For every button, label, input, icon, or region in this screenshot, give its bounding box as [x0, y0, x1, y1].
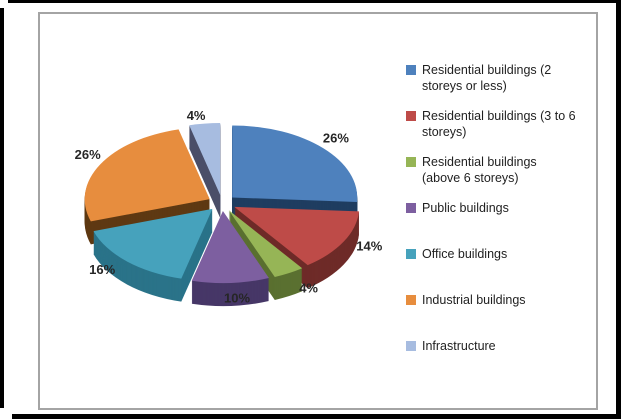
legend-entry-office-buildings: Office buildings — [406, 246, 596, 292]
legend-entry-residential-above-6-storeys: Residential buildings (above 6 storeys) — [406, 154, 596, 200]
data-label-residential-3-to-6-storeys: 14% — [356, 239, 382, 254]
pie-slice-office-buildings — [93, 208, 213, 302]
legend-entry-infrastructure: Infrastructure — [406, 338, 596, 384]
legend-swatch-residential-2-storeys-or-less — [406, 65, 416, 75]
pie-slice-industrial-buildings — [84, 129, 210, 245]
pie-slice-residential-above-6-storeys — [228, 210, 303, 300]
legend-label-infrastructure: Infrastructure — [422, 339, 496, 353]
data-label-industrial-buildings: 26% — [75, 147, 101, 162]
legend-label-industrial-buildings: Industrial buildings — [422, 293, 526, 307]
outer-frame-bottom — [12, 414, 621, 419]
legend-swatch-public-buildings — [406, 203, 416, 213]
pie-slice-top-residential-above-6-storeys — [228, 210, 303, 277]
legend-entry-public-buildings: Public buildings — [406, 200, 596, 246]
legend-entry-industrial-buildings: Industrial buildings — [406, 292, 596, 338]
chart-object[interactable]: 26% 14% 4% 10% 16% 26% 4% Residential building… — [38, 12, 598, 410]
legend-label-residential-above-6-storeys: Residential buildings (above 6 storeys) — [422, 155, 537, 185]
pie-slice-top-residential-2-storeys-or-less — [232, 125, 358, 202]
legend-label-public-buildings: Public buildings — [422, 201, 509, 215]
pie-slice-top-office-buildings — [93, 208, 213, 279]
legend-swatch-infrastructure — [406, 341, 416, 351]
legend-swatch-residential-3-to-6-storeys — [406, 111, 416, 121]
pie-slice-top-infrastructure — [189, 123, 221, 195]
data-label-residential-2-storeys-or-less: 26% — [323, 130, 349, 145]
pie-slice-top-residential-3-to-6-storeys — [234, 206, 359, 266]
pie-slice-top-public-buildings — [191, 211, 269, 284]
outer-frame-left — [0, 8, 4, 408]
outer-frame-top — [8, 0, 621, 3]
legend-label-residential-3-to-6-storeys: Residential buildings (3 to 6 storeys) — [422, 109, 576, 139]
data-label-infrastructure: 4% — [187, 108, 206, 123]
data-label-residential-above-6-storeys: 4% — [299, 280, 318, 295]
outer-frame-right — [616, 0, 621, 419]
pie-slice-residential-2-storeys-or-less — [232, 125, 358, 225]
legend-label-office-buildings: Office buildings — [422, 247, 508, 261]
legend-swatch-office-buildings — [406, 249, 416, 259]
pie-slice-top-industrial-buildings — [84, 129, 210, 222]
pie-slice-infrastructure — [189, 123, 221, 218]
chart-legend: Residential buildings (2 storeys or less… — [406, 62, 596, 384]
legend-label-residential-2-storeys-or-less: Residential buildings (2 storeys or less… — [422, 63, 552, 93]
legend-entry-residential-2-storeys-or-less: Residential buildings (2 storeys or less… — [406, 62, 596, 108]
data-label-office-buildings: 16% — [89, 262, 115, 277]
data-label-public-buildings: 10% — [224, 290, 250, 305]
pie-slice-public-buildings — [191, 211, 269, 307]
pie-slice-residential-3-to-6-storeys — [234, 206, 359, 289]
legend-swatch-residential-above-6-storeys — [406, 157, 416, 167]
legend-swatch-industrial-buildings — [406, 295, 416, 305]
legend-entry-residential-3-to-6-storeys: Residential buildings (3 to 6 storeys) — [406, 108, 596, 154]
pie-chart-3d: 26% 14% 4% 10% 16% 26% 4% — [75, 108, 383, 307]
